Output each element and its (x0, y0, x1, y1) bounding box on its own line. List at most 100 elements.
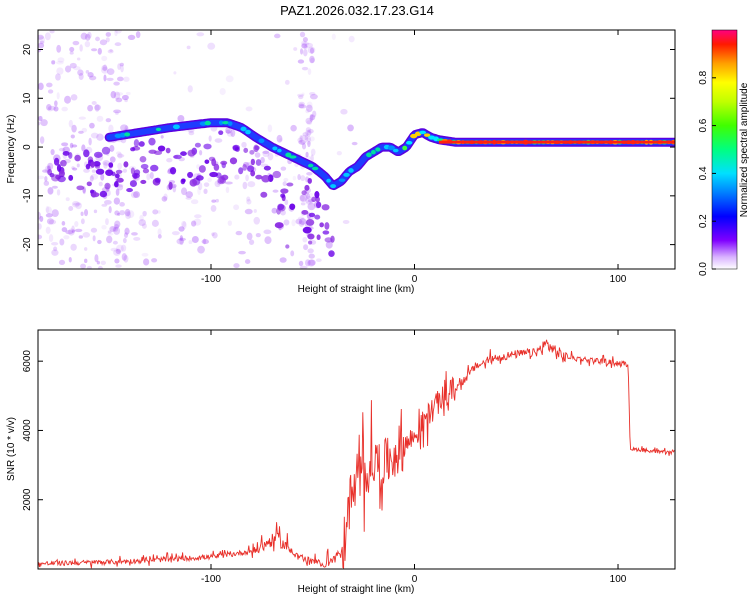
spectrogram-noise-blob (224, 181, 233, 185)
spectrogram-noise-blob (197, 245, 205, 254)
spectrogram-noise-blob (199, 149, 203, 156)
spectrogram-blob (189, 179, 198, 187)
spectrogram-blob (187, 149, 196, 157)
spectrogram-noise-blob (120, 244, 127, 252)
spectrogram-noise-blob (291, 219, 296, 227)
spectrogram-blob (62, 151, 70, 156)
spectrogram-noise-blob (233, 204, 240, 211)
spectrogram-noise-blob (305, 137, 312, 145)
spectrogram-noise-blob (340, 108, 348, 115)
spectrogram-noise-blob (112, 240, 118, 245)
spectrogram-noise-blob (47, 187, 54, 195)
spectrogram-blob (272, 170, 282, 179)
spectrogram-noise-blob (188, 130, 195, 136)
spectrogram-blob (154, 177, 161, 183)
spectrogram-noise-blob (46, 82, 53, 88)
spectrogram-noise-blob (245, 174, 249, 182)
spectrogram-noise-blob (191, 236, 199, 244)
spectrogram-noise-blob (146, 173, 151, 181)
snr-x-label: Height of straight line (km) (298, 584, 415, 595)
spectrogram-blob (242, 164, 247, 171)
spectrogram-noise-blob (56, 44, 62, 53)
spectrogram-noise-blob (113, 197, 121, 205)
spectrogram-noise-blob (190, 220, 197, 227)
spectrogram-noise-blob (95, 36, 100, 42)
spectrogram-marks (38, 30, 675, 269)
ridge-core (245, 129, 251, 135)
spectrogram-noise-blob (299, 31, 306, 38)
spectrogram-noise-blob (290, 124, 297, 132)
spectrogram-noise-blob (53, 106, 59, 112)
spectrogram-noise-blob (51, 249, 59, 256)
spectrogram-blob (301, 190, 307, 196)
spectrogram-noise-blob (99, 39, 108, 46)
spectrogram-noise-blob (143, 258, 150, 266)
spectrogram-blob (56, 164, 62, 172)
spectrogram-noise-blob (90, 132, 99, 139)
spectrogram-noise-blob (227, 220, 233, 226)
spectrogram-blob (238, 167, 244, 175)
spectrogram-noise-blob (178, 237, 186, 241)
spectrogram-noise-blob (71, 166, 75, 170)
spectrogram-blob (315, 201, 322, 209)
spectrogram-noise-blob (279, 138, 283, 142)
spectrogram-blob (314, 214, 321, 220)
spectrogram-noise-blob (193, 218, 202, 226)
spectrogram-blob (187, 171, 194, 179)
spectrogram-blob (101, 146, 111, 155)
spectrogram-noise-blob (116, 153, 125, 158)
spectrogram-blob (169, 167, 177, 175)
spectrogram-noise-blob (69, 46, 75, 52)
spectrogram-noise-blob (230, 129, 236, 138)
spectrogram-noise-blob (61, 106, 68, 112)
spectrogram-noise-blob (87, 72, 94, 78)
spectrogram-noise-blob (262, 150, 270, 154)
spectrogram-noise-blob (197, 187, 201, 196)
spectrogram-noise-blob (71, 144, 78, 148)
spectrogram-noise-blob (307, 68, 312, 75)
spectrogram-background (38, 30, 675, 269)
spectrogram-noise-blob (51, 60, 56, 65)
spectrogram-noise-blob (75, 202, 82, 210)
spectrogram-noise-blob (117, 183, 124, 188)
spectrogram-noise-blob (47, 162, 54, 171)
spectrogram-noise-blob (304, 134, 309, 142)
spectrogram-blob (302, 226, 312, 234)
spectrogram-noise-blob (182, 221, 187, 230)
spectrogram-noise-blob (47, 89, 54, 94)
snr-frame (37, 329, 676, 570)
spectrogram-noise-blob (178, 226, 185, 232)
ridge-core (424, 133, 431, 137)
spectrogram-blob (198, 165, 206, 173)
spectrogram-noise-blob (76, 163, 80, 168)
spectrogram-noise-blob (115, 264, 122, 268)
spectrogram-noise-blob (305, 117, 313, 124)
spectrogram-noise-blob (108, 206, 112, 214)
spectrogram-noise-blob (106, 235, 113, 244)
spectrogram-noise-blob (127, 210, 135, 219)
spectrogram-noise-blob (295, 218, 303, 225)
colorbar-gradient (711, 29, 738, 270)
spectrogram-noise-blob (82, 232, 91, 238)
spectrogram-noise-blob (181, 220, 187, 228)
spectrogram-noise-blob (253, 216, 260, 225)
spectrogram-noise-blob (141, 252, 149, 257)
spectrogram-noise-blob (103, 74, 107, 82)
spectrogram-blob (260, 191, 268, 198)
spectrogram-noise-blob (181, 187, 188, 196)
spectrogram-noise-blob (102, 160, 110, 166)
spectrogram-blob (114, 173, 120, 179)
spectrogram-noise-blob (64, 65, 72, 73)
spectrogram-noise-blob (293, 47, 298, 51)
spectrogram-blob (305, 218, 315, 226)
spectrogram-blob (249, 149, 255, 155)
spectrogram-noise-blob (120, 64, 124, 73)
spectrogram-noise-blob (152, 209, 159, 215)
spectrogram-blob (322, 230, 330, 235)
spectrogram-noise-blob (203, 238, 207, 245)
spectrogram-noise-blob (109, 225, 117, 233)
x-tick-label: 0 (412, 574, 418, 585)
spectrogram-noise-blob (302, 132, 309, 137)
spectrogram-noise-blob (85, 70, 90, 74)
spectrogram-blob (93, 151, 103, 158)
